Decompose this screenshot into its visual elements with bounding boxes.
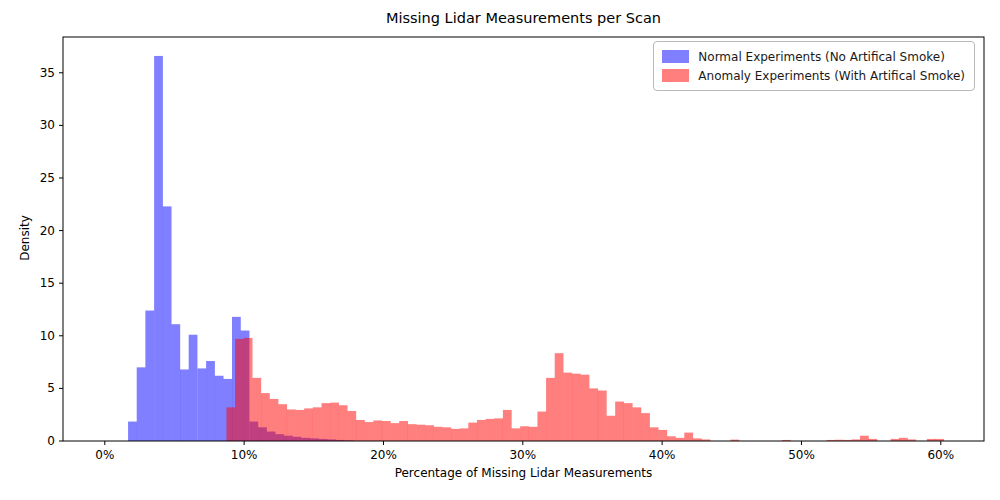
- histogram-bar: [598, 391, 607, 442]
- histogram-bar: [197, 368, 206, 441]
- x-axis-label: Percentage of Missing Lidar Measurements: [63, 466, 984, 480]
- histogram-bar: [137, 367, 146, 441]
- histogram-bar: [391, 423, 400, 441]
- histogram-bar: [382, 421, 391, 441]
- y-tick-label: 5: [47, 381, 55, 395]
- histogram-bar: [641, 413, 650, 441]
- x-tick-label: 30%: [509, 448, 536, 462]
- y-tick-label: 10: [40, 329, 55, 343]
- histogram-bar: [632, 407, 641, 441]
- histogram-bar: [486, 419, 495, 441]
- histogram-bar: [589, 388, 598, 441]
- y-tick-label: 25: [40, 171, 55, 185]
- histogram-bar: [434, 427, 443, 441]
- histogram-bar: [235, 339, 244, 441]
- histogram-bar: [529, 427, 538, 441]
- histogram-bar: [154, 56, 163, 441]
- histogram-bar: [206, 361, 215, 441]
- histogram-bar: [356, 420, 365, 441]
- y-tick-label: 20: [40, 224, 55, 238]
- histogram-bar: [215, 376, 224, 441]
- legend-label-anomaly: Anomaly Experiments (With Artifical Smok…: [698, 69, 965, 83]
- histogram-bar: [860, 436, 869, 441]
- histogram-bar: [658, 430, 667, 441]
- histogram-bar: [347, 411, 356, 441]
- y-tick-label: 30: [40, 118, 55, 132]
- histogram-bar: [555, 353, 564, 441]
- histogram-bar: [451, 429, 460, 441]
- histogram-bar: [512, 428, 521, 441]
- histogram-bar: [615, 402, 624, 441]
- histogram-bar: [416, 425, 425, 441]
- histogram-bar: [365, 422, 374, 441]
- histogram-bar: [684, 433, 693, 441]
- histogram-bar: [304, 408, 313, 441]
- histogram-bar: [145, 311, 154, 441]
- histogram-bar: [128, 422, 137, 441]
- histogram-bar: [520, 426, 529, 441]
- histogram-bar: [667, 436, 676, 441]
- legend-swatch-anomaly: [662, 69, 689, 82]
- histogram-bar: [546, 378, 555, 441]
- histogram-bar: [581, 375, 590, 441]
- histogram-bar: [442, 427, 451, 441]
- y-tick-label: 0: [47, 434, 55, 448]
- histogram-bar: [399, 421, 408, 441]
- histogram-bar: [313, 407, 322, 441]
- histogram-bar: [563, 373, 572, 441]
- legend: Normal Experiments (No Artifical Smoke) …: [653, 41, 975, 91]
- y-tick-label: 35: [40, 66, 55, 80]
- x-tick-label: 20%: [370, 448, 397, 462]
- histogram-bar: [477, 420, 486, 441]
- histogram-bar: [252, 378, 261, 441]
- x-tick-label: 50%: [788, 448, 815, 462]
- histogram-bar: [287, 409, 296, 441]
- histogram-bar: [425, 425, 434, 441]
- histogram-bar: [180, 369, 189, 441]
- histogram-bar: [163, 206, 172, 441]
- histogram-bar: [244, 338, 253, 441]
- histogram-bar: [261, 393, 270, 441]
- histogram-bar: [624, 403, 633, 441]
- x-tick-label: 60%: [927, 448, 954, 462]
- histogram-bar: [189, 335, 198, 441]
- histogram-bar: [650, 427, 659, 441]
- series-1: [226, 338, 944, 441]
- histogram-bar: [321, 403, 330, 441]
- histogram-bar: [339, 405, 348, 441]
- legend-label-normal: Normal Experiments (No Artifical Smoke): [698, 50, 945, 64]
- histogram-bar: [296, 410, 305, 441]
- histogram-bar: [572, 374, 581, 441]
- histogram-bar: [494, 418, 503, 441]
- histogram-bar: [537, 412, 546, 441]
- y-axis-label: Density: [18, 215, 32, 261]
- histogram-bar: [270, 399, 279, 441]
- histogram-bar: [330, 403, 339, 441]
- x-tick-label: 10%: [231, 448, 258, 462]
- histogram-bar: [408, 424, 417, 441]
- legend-entry-normal: Normal Experiments (No Artifical Smoke): [662, 47, 965, 66]
- legend-entry-anomaly: Anomaly Experiments (With Artifical Smok…: [662, 66, 965, 85]
- x-tick-label: 0%: [95, 448, 114, 462]
- histogram-bar: [503, 410, 512, 441]
- histogram-bar: [171, 324, 180, 441]
- legend-swatch-normal: [662, 50, 689, 63]
- histogram-bar: [468, 423, 477, 441]
- histogram-bar: [460, 428, 469, 441]
- x-tick-label: 40%: [649, 448, 676, 462]
- histogram-bar: [607, 416, 616, 441]
- histogram-bar: [278, 404, 287, 441]
- histogram-bar: [373, 420, 382, 441]
- y-tick-label: 15: [40, 276, 55, 290]
- histogram-bar: [226, 407, 235, 441]
- chart-title: Missing Lidar Measurements per Scan: [63, 10, 984, 26]
- histogram-figure: 0% 10% 20% 30% 40% 50% 60% 0 5 10 15 20 25 30 35 Missi…: [0, 0, 1000, 500]
